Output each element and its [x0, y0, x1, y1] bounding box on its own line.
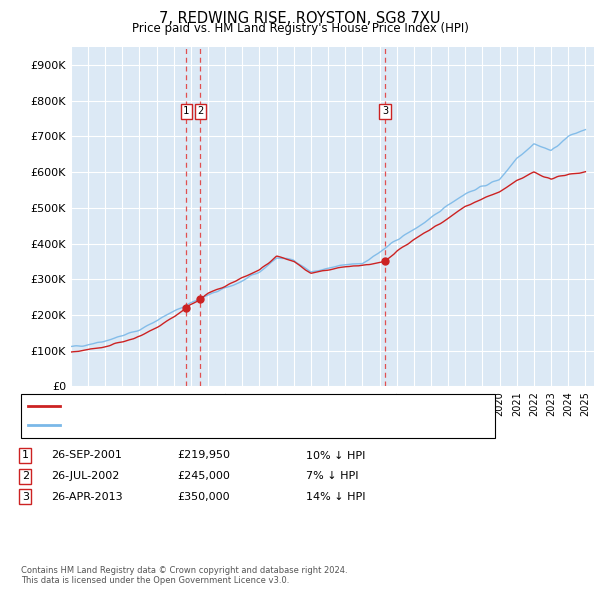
Text: 14% ↓ HPI: 14% ↓ HPI [306, 492, 365, 502]
Text: 3: 3 [22, 492, 29, 502]
Text: 2: 2 [197, 106, 203, 116]
Text: 10% ↓ HPI: 10% ↓ HPI [306, 451, 365, 460]
Text: £219,950: £219,950 [177, 451, 230, 460]
Text: Contains HM Land Registry data © Crown copyright and database right 2024.
This d: Contains HM Land Registry data © Crown c… [21, 566, 347, 585]
Text: 1: 1 [22, 451, 29, 460]
Text: 2: 2 [22, 471, 29, 481]
Text: £245,000: £245,000 [177, 471, 230, 481]
Text: 7, REDWING RISE, ROYSTON, SG8 7XU: 7, REDWING RISE, ROYSTON, SG8 7XU [159, 11, 441, 25]
Text: £350,000: £350,000 [177, 492, 230, 502]
Text: 3: 3 [382, 106, 388, 116]
Text: 1: 1 [183, 106, 190, 116]
Text: 7% ↓ HPI: 7% ↓ HPI [306, 471, 359, 481]
Text: 26-JUL-2002: 26-JUL-2002 [51, 471, 119, 481]
Text: 26-SEP-2001: 26-SEP-2001 [51, 451, 122, 460]
Text: 7, REDWING RISE, ROYSTON, SG8 7XU (detached house): 7, REDWING RISE, ROYSTON, SG8 7XU (detac… [64, 401, 359, 411]
Text: HPI: Average price, detached house, North Hertfordshire: HPI: Average price, detached house, Nort… [64, 421, 359, 430]
Text: Price paid vs. HM Land Registry's House Price Index (HPI): Price paid vs. HM Land Registry's House … [131, 22, 469, 35]
Text: 26-APR-2013: 26-APR-2013 [51, 492, 122, 502]
